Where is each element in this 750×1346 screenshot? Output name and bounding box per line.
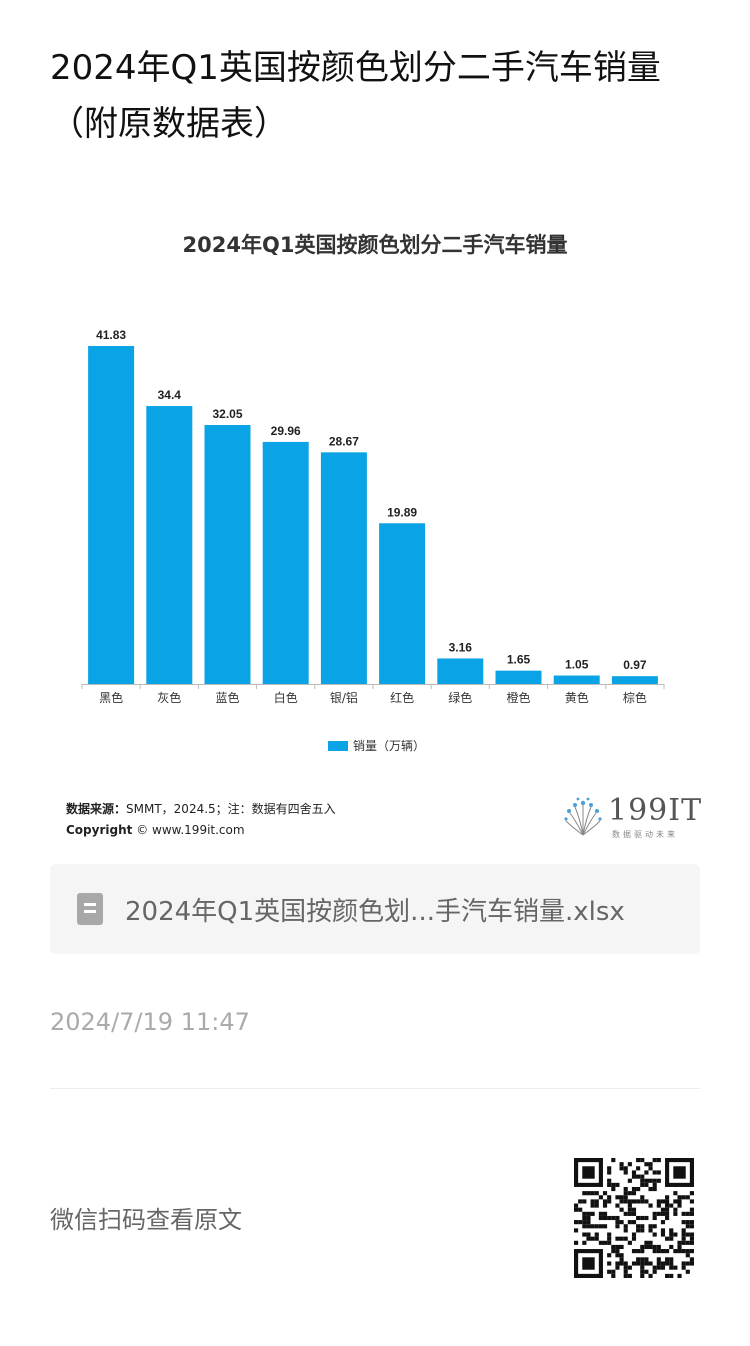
qr-code-icon[interactable] (574, 1158, 694, 1278)
legend-swatch (328, 740, 348, 751)
dandelion-logo-icon (564, 797, 602, 836)
category-label-5: 红色 (390, 690, 414, 705)
logo-text: 199IT (608, 793, 703, 828)
bar-6 (437, 658, 484, 684)
category-label-9: 棕色 (623, 690, 647, 705)
bar-8 (553, 675, 600, 684)
legend-label: 销量（万辆） (353, 739, 426, 753)
data-label-1: 34.4 (158, 388, 182, 402)
category-label-2: 蓝色 (215, 691, 239, 705)
data-label-3: 29.96 (271, 424, 301, 438)
bar-4 (320, 452, 367, 684)
logo-subtext: 数据驱动未来 (612, 830, 678, 839)
bar-5 (379, 523, 426, 684)
category-label-4: 银/铝 (330, 690, 358, 705)
data-label-5: 19.89 (387, 505, 417, 519)
data-label-8: 1.05 (565, 658, 589, 672)
data-label-4: 28.67 (329, 434, 359, 448)
source-text: SMMT，2024.5；注：数据有四舍五入 (126, 802, 336, 816)
chart-card: 2024年Q1英国按颜色划分二手汽车销量 41.83 黑色 34.4 灰色 32.05 蓝… (50, 205, 703, 845)
category-label-7: 橙色 (506, 690, 530, 705)
qr-hint: 微信扫码查看原文 (50, 1206, 242, 1234)
data-source: 数据来源：SMMT，2024.5；注：数据有四舍五入 Copyright © w… (66, 799, 336, 841)
bar-7 (495, 670, 542, 684)
category-label-6: 绿色 (448, 690, 472, 705)
divider (50, 1088, 700, 1089)
data-label-2: 32.05 (212, 407, 242, 421)
attachment-filename[interactable]: 2024年Q1英国按颜色划...手汽车销量.xlsx (125, 896, 625, 927)
publish-timestamp: 2024/7/19 11:47 (50, 1008, 250, 1036)
bar-1 (146, 406, 193, 684)
chart-legend: 销量（万辆） (328, 737, 425, 754)
chart-title: 2024年Q1英国按颜色划分二手汽车销量 (182, 233, 568, 257)
bar-2 (204, 425, 251, 684)
attachment-card[interactable]: 2024年Q1英国按颜色划...手汽车销量.xlsx (50, 864, 700, 954)
source-label: 数据来源： (66, 802, 127, 816)
data-label-6: 3.16 (449, 640, 473, 654)
category-label-8: 黄色 (565, 691, 589, 705)
copyright-text: © www.199it.com (136, 823, 245, 837)
199it-logo: 199IT 数据驱动未来 (560, 793, 703, 843)
category-label-3: 白色 (274, 690, 298, 705)
bar-0 (88, 346, 135, 684)
bar-3 (262, 441, 309, 684)
category-label-1: 灰色 (157, 691, 181, 705)
data-label-0: 41.83 (96, 328, 126, 342)
copyright-label: Copyright (66, 823, 133, 837)
data-label-9: 0.97 (623, 658, 647, 672)
bar-9 (611, 676, 658, 684)
bar-chart: 41.83 黑色 34.4 灰色 32.05 蓝色 29.96 白色 28.67 银/铝 19.89… (81, 328, 665, 705)
category-label-0: 黑色 (99, 691, 123, 705)
article-title: 2024年Q1英国按颜色划分二手汽车销量（附原数据表） (50, 48, 661, 144)
data-label-7: 1.65 (507, 653, 531, 667)
spreadsheet-file-icon (77, 893, 103, 925)
